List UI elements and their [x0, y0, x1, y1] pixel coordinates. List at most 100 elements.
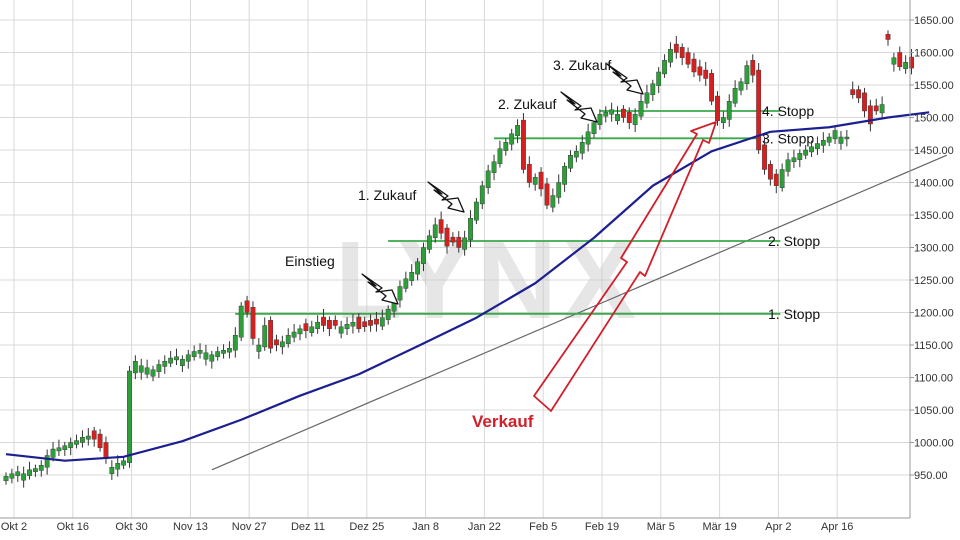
candle-body	[103, 442, 109, 459]
candle-body	[873, 105, 879, 112]
x-tick-label: Feb 19	[585, 521, 619, 533]
support-trendline	[211, 154, 948, 471]
candle-body	[750, 60, 756, 76]
candle-body	[609, 109, 615, 115]
candle-body	[438, 219, 444, 234]
entry-arrow	[427, 181, 465, 213]
candle-body	[379, 317, 385, 327]
x-tick-label: Jan 8	[412, 521, 439, 533]
candle-body	[97, 433, 103, 448]
entry-arrow	[606, 63, 644, 95]
candle-body	[244, 300, 250, 313]
candle-body	[838, 136, 844, 144]
candle-body	[150, 369, 156, 377]
candle-body	[268, 320, 273, 349]
candle-body	[820, 140, 826, 146]
candle-body	[738, 81, 744, 91]
candle-body	[621, 108, 626, 118]
stop-label: 2. Stopp	[768, 233, 820, 249]
candle-body	[650, 83, 656, 95]
x-tick-label: Okt 16	[57, 521, 89, 533]
candle-body	[362, 321, 368, 328]
candle-body	[726, 101, 732, 120]
candle-body	[903, 62, 909, 69]
y-tick-label: 1500.00	[914, 113, 954, 125]
entry-arrow	[361, 273, 399, 305]
candle-body	[121, 460, 127, 466]
candle-body	[550, 195, 556, 208]
candle-body	[768, 164, 773, 180]
candle-body	[656, 71, 662, 86]
candle-body	[115, 463, 121, 470]
candle-body	[303, 323, 309, 331]
candle-body	[256, 344, 262, 352]
candle-body	[773, 173, 779, 186]
candle-body	[409, 272, 415, 281]
candle-body	[109, 467, 115, 474]
candle-body	[456, 236, 462, 248]
candle-body	[526, 164, 532, 183]
candle-body	[127, 370, 132, 463]
candle-body	[397, 286, 403, 301]
candle-body	[91, 430, 97, 440]
candle-body	[250, 307, 256, 339]
candle-body	[274, 339, 279, 346]
candle-body	[221, 350, 226, 354]
y-tick-label: 1600.00	[914, 48, 954, 60]
candle-body	[573, 151, 579, 158]
candle-body	[779, 169, 785, 188]
sell-arrow	[533, 121, 717, 412]
candle-body	[521, 119, 526, 170]
candle-body	[44, 455, 50, 468]
candle-body	[262, 325, 268, 348]
y-tick-label: 1650.00	[914, 15, 954, 27]
stop-label: 4. Stopp	[762, 103, 814, 119]
candle-body	[3, 476, 9, 482]
y-tick-label: 1300.00	[914, 243, 954, 255]
sell-label: Verkauf	[472, 412, 534, 431]
candle-body	[385, 309, 391, 320]
candle-body	[832, 130, 838, 140]
trendline	[211, 154, 948, 471]
candle-body	[644, 92, 650, 104]
candle-body	[544, 183, 550, 206]
candle-body	[356, 316, 362, 329]
candle-body	[703, 69, 709, 79]
x-tick-label: Okt 2	[1, 521, 27, 533]
candle-body	[585, 131, 591, 145]
candle-body	[297, 328, 303, 335]
stop-label: 3. Stopp	[762, 130, 814, 146]
candle-body	[803, 149, 809, 156]
candle-body	[344, 324, 350, 329]
candle-body	[338, 326, 344, 334]
candle-body	[468, 218, 473, 240]
candle-body	[867, 105, 873, 125]
candle-body	[815, 143, 820, 149]
candle-body	[38, 465, 44, 471]
candle-body	[485, 170, 491, 188]
candle-body	[497, 148, 503, 164]
candle-body	[538, 171, 544, 190]
candle-body	[215, 351, 221, 357]
candle-body	[503, 141, 509, 151]
y-tick-label: 1350.00	[914, 210, 954, 222]
x-tick-label: Dez 25	[349, 521, 384, 533]
candle-body	[285, 335, 291, 344]
candle-body	[144, 367, 150, 375]
candle-body	[762, 144, 767, 170]
candle-body	[415, 261, 420, 275]
candle-body	[797, 153, 803, 160]
candle-body	[179, 359, 185, 366]
moving-average-line	[5, 111, 930, 462]
candle-body	[720, 117, 726, 123]
candle-body	[862, 92, 867, 112]
candle-body	[350, 322, 356, 327]
candle-body	[327, 320, 332, 329]
candle-body	[74, 440, 79, 445]
candle-body	[21, 473, 27, 481]
candle-body	[597, 114, 603, 125]
candle-body	[62, 445, 68, 450]
candle-body	[309, 326, 315, 333]
candle-body	[844, 136, 850, 140]
